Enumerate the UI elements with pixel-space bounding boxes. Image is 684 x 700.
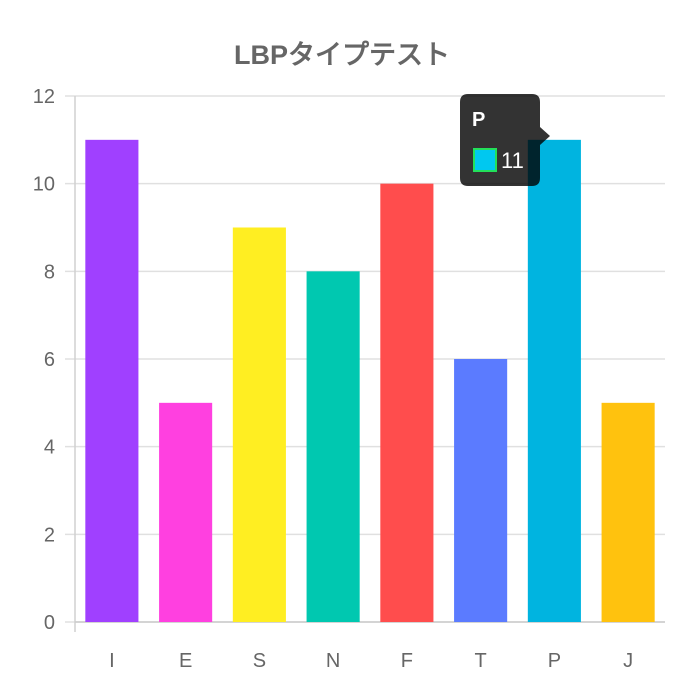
bar[interactable]	[306, 271, 360, 622]
bar[interactable]	[527, 139, 581, 623]
x-tick-label: S	[253, 650, 266, 672]
x-tick-label: I	[109, 650, 115, 672]
y-tick-label: 8	[44, 261, 55, 283]
bar[interactable]	[601, 402, 655, 622]
y-axis-ticks: 0 2 4 6 8 10 12	[33, 86, 55, 634]
y-tick-label: 0	[44, 612, 55, 634]
chart-title: LBPタイプテスト	[234, 40, 450, 70]
y-tick-label: 12	[33, 86, 55, 108]
bar[interactable]	[232, 227, 286, 623]
bar[interactable]	[159, 402, 213, 622]
x-tick-label: E	[179, 650, 192, 672]
bar[interactable]	[454, 359, 508, 622]
x-tick-label: T	[475, 650, 487, 672]
x-tick-label: P	[548, 650, 561, 672]
tooltip-value: 11	[501, 148, 524, 173]
tooltip-swatch	[473, 148, 497, 172]
x-tick-label: J	[623, 650, 633, 672]
bar[interactable]	[85, 139, 139, 623]
bars	[85, 139, 655, 623]
y-tick-label: 10	[33, 174, 55, 196]
x-tick-label: N	[326, 650, 340, 672]
tooltip: P 11	[460, 94, 550, 186]
y-tick-label: 6	[44, 349, 55, 371]
bar[interactable]	[380, 183, 434, 622]
x-tick-label: F	[401, 650, 413, 672]
tooltip-title: P	[472, 109, 485, 131]
y-tick-label: 4	[44, 437, 55, 459]
y-tick-label: 2	[44, 524, 55, 546]
